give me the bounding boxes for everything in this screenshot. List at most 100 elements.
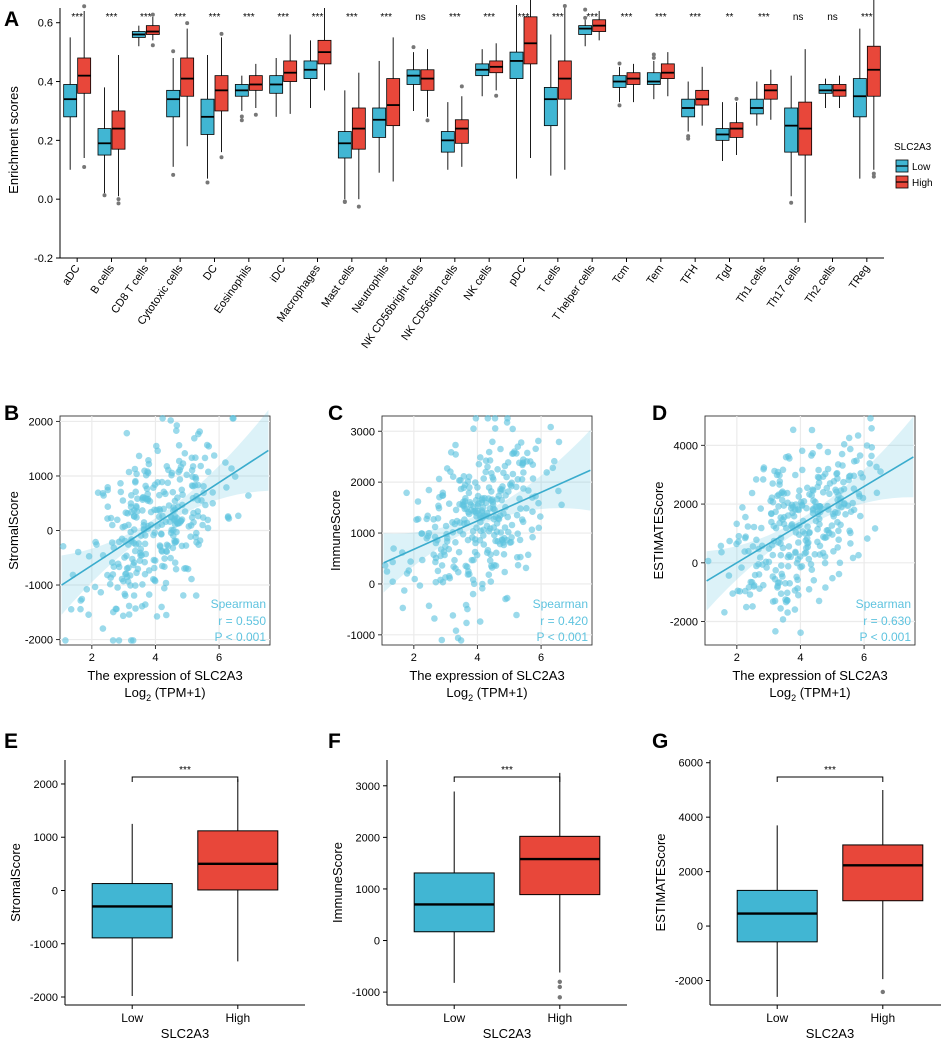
scatter-point	[123, 429, 131, 437]
scatter-stat-r: r = 0.550	[218, 614, 266, 628]
scatter-point	[119, 612, 127, 620]
scatter-ytick-label: 0	[369, 579, 375, 591]
scatter-point	[491, 506, 498, 514]
scatter-point	[485, 448, 493, 456]
scatter-point	[430, 551, 438, 558]
scatter-point	[826, 529, 833, 537]
scatter-point	[721, 609, 728, 616]
scatter-point	[778, 496, 786, 504]
scatter-point	[501, 534, 508, 542]
scatter-point	[480, 475, 488, 482]
scatter-point	[199, 521, 206, 529]
scatter-point	[478, 509, 486, 516]
scatter-point	[465, 568, 472, 575]
scatter-point	[555, 487, 562, 495]
scatter-ylabel: ImmuneScore	[328, 490, 343, 571]
panel-g-box: -2000 0 2000 4000 6000 Low High *** ESTIMATEScor…	[653, 758, 941, 1041]
scatter-point	[156, 507, 164, 514]
scatter-point	[742, 513, 749, 521]
scatter-point	[464, 605, 471, 613]
panel-a-category-label: DC	[201, 263, 220, 283]
scatter-point	[223, 484, 230, 491]
scatter-point	[514, 561, 522, 569]
panel-a-outlier	[651, 55, 656, 60]
scatter-point	[504, 513, 512, 521]
box-ylabel: ImmuneScore	[330, 842, 345, 923]
scatter-point	[796, 487, 803, 494]
scatter-point	[726, 537, 733, 545]
box-ytick-label: -2000	[675, 976, 703, 988]
scatter-point	[753, 536, 760, 544]
panel-a-box	[372, 107, 387, 138]
scatter-point	[833, 469, 841, 477]
scatter-point	[464, 478, 472, 485]
scatter-point	[181, 508, 189, 515]
scatter-point	[775, 539, 782, 546]
panel-c-scatter: 2 4 6 -1000 0 1000 2000 3000 Spearman r = 0.420 P …	[328, 415, 593, 703]
scatter-stat-p: P < 0.001	[215, 630, 267, 644]
scatter-point	[469, 590, 477, 598]
scatter-point	[513, 511, 521, 519]
panel-a-category-label: T cells	[535, 262, 563, 295]
scatter-point	[235, 512, 242, 520]
scatter-point	[517, 553, 524, 561]
scatter-point	[822, 470, 829, 478]
scatter-point	[133, 504, 140, 511]
panel-a-outlier	[734, 96, 739, 101]
scatter-ylabel: ESTIMATEScore	[651, 481, 666, 579]
scatter-point	[178, 516, 186, 523]
panel-a-significance: ns	[827, 12, 838, 23]
box-body	[736, 889, 818, 943]
scatter-stat-method: Spearman	[856, 597, 911, 611]
scatter-point	[192, 475, 200, 483]
scatter-point	[452, 506, 460, 514]
scatter-point	[183, 471, 190, 479]
scatter-point	[167, 554, 174, 562]
scatter-point	[857, 470, 864, 477]
scatter-point	[416, 582, 424, 589]
scatter-point	[425, 486, 433, 494]
panel-a-outlier	[219, 155, 224, 160]
scatter-point	[856, 452, 864, 459]
panel-a-significance: ***	[312, 12, 324, 23]
scatter-point	[108, 539, 116, 546]
scatter-point	[523, 505, 530, 512]
scatter-point	[128, 492, 135, 499]
panel-a-outlier	[789, 200, 794, 205]
scatter-point	[198, 497, 205, 504]
scatter-point	[139, 581, 146, 588]
panel-a-outlier	[459, 84, 464, 89]
panel-a-box	[729, 122, 744, 138]
scatter-point	[132, 488, 139, 496]
panel-a-box	[283, 60, 298, 82]
scatter-point	[777, 551, 785, 559]
scatter-point	[756, 585, 763, 592]
scatter-point	[779, 616, 787, 623]
scatter-point	[816, 442, 823, 450]
scatter-point	[143, 495, 151, 503]
scatter-point	[154, 447, 161, 455]
scatter-xlabel: The expression of SLC2A3	[732, 668, 887, 683]
panel-a-box	[454, 119, 469, 144]
scatter-point	[465, 489, 473, 497]
panel-a-outlier	[116, 197, 121, 202]
box-category-label: Low	[121, 1011, 143, 1025]
scatter-point	[516, 536, 524, 544]
scatter-xlabel: The expression of SLC2A3	[87, 668, 242, 683]
panel-a-box	[852, 78, 867, 118]
scatter-point	[118, 575, 126, 583]
scatter-point	[203, 441, 211, 449]
scatter-point	[795, 539, 802, 546]
scatter-point	[390, 545, 397, 552]
scatter-point	[784, 512, 792, 519]
scatter-point	[497, 445, 504, 453]
scatter-point	[132, 605, 139, 612]
scatter-point	[488, 564, 496, 571]
box-body	[91, 883, 173, 939]
panel-a-significance: ***	[689, 12, 701, 23]
scatter-point	[425, 602, 433, 610]
scatter-point	[547, 423, 554, 431]
panel-a-category-label: aDC	[60, 263, 82, 288]
scatter-point	[188, 575, 195, 583]
scatter-point	[476, 618, 484, 625]
